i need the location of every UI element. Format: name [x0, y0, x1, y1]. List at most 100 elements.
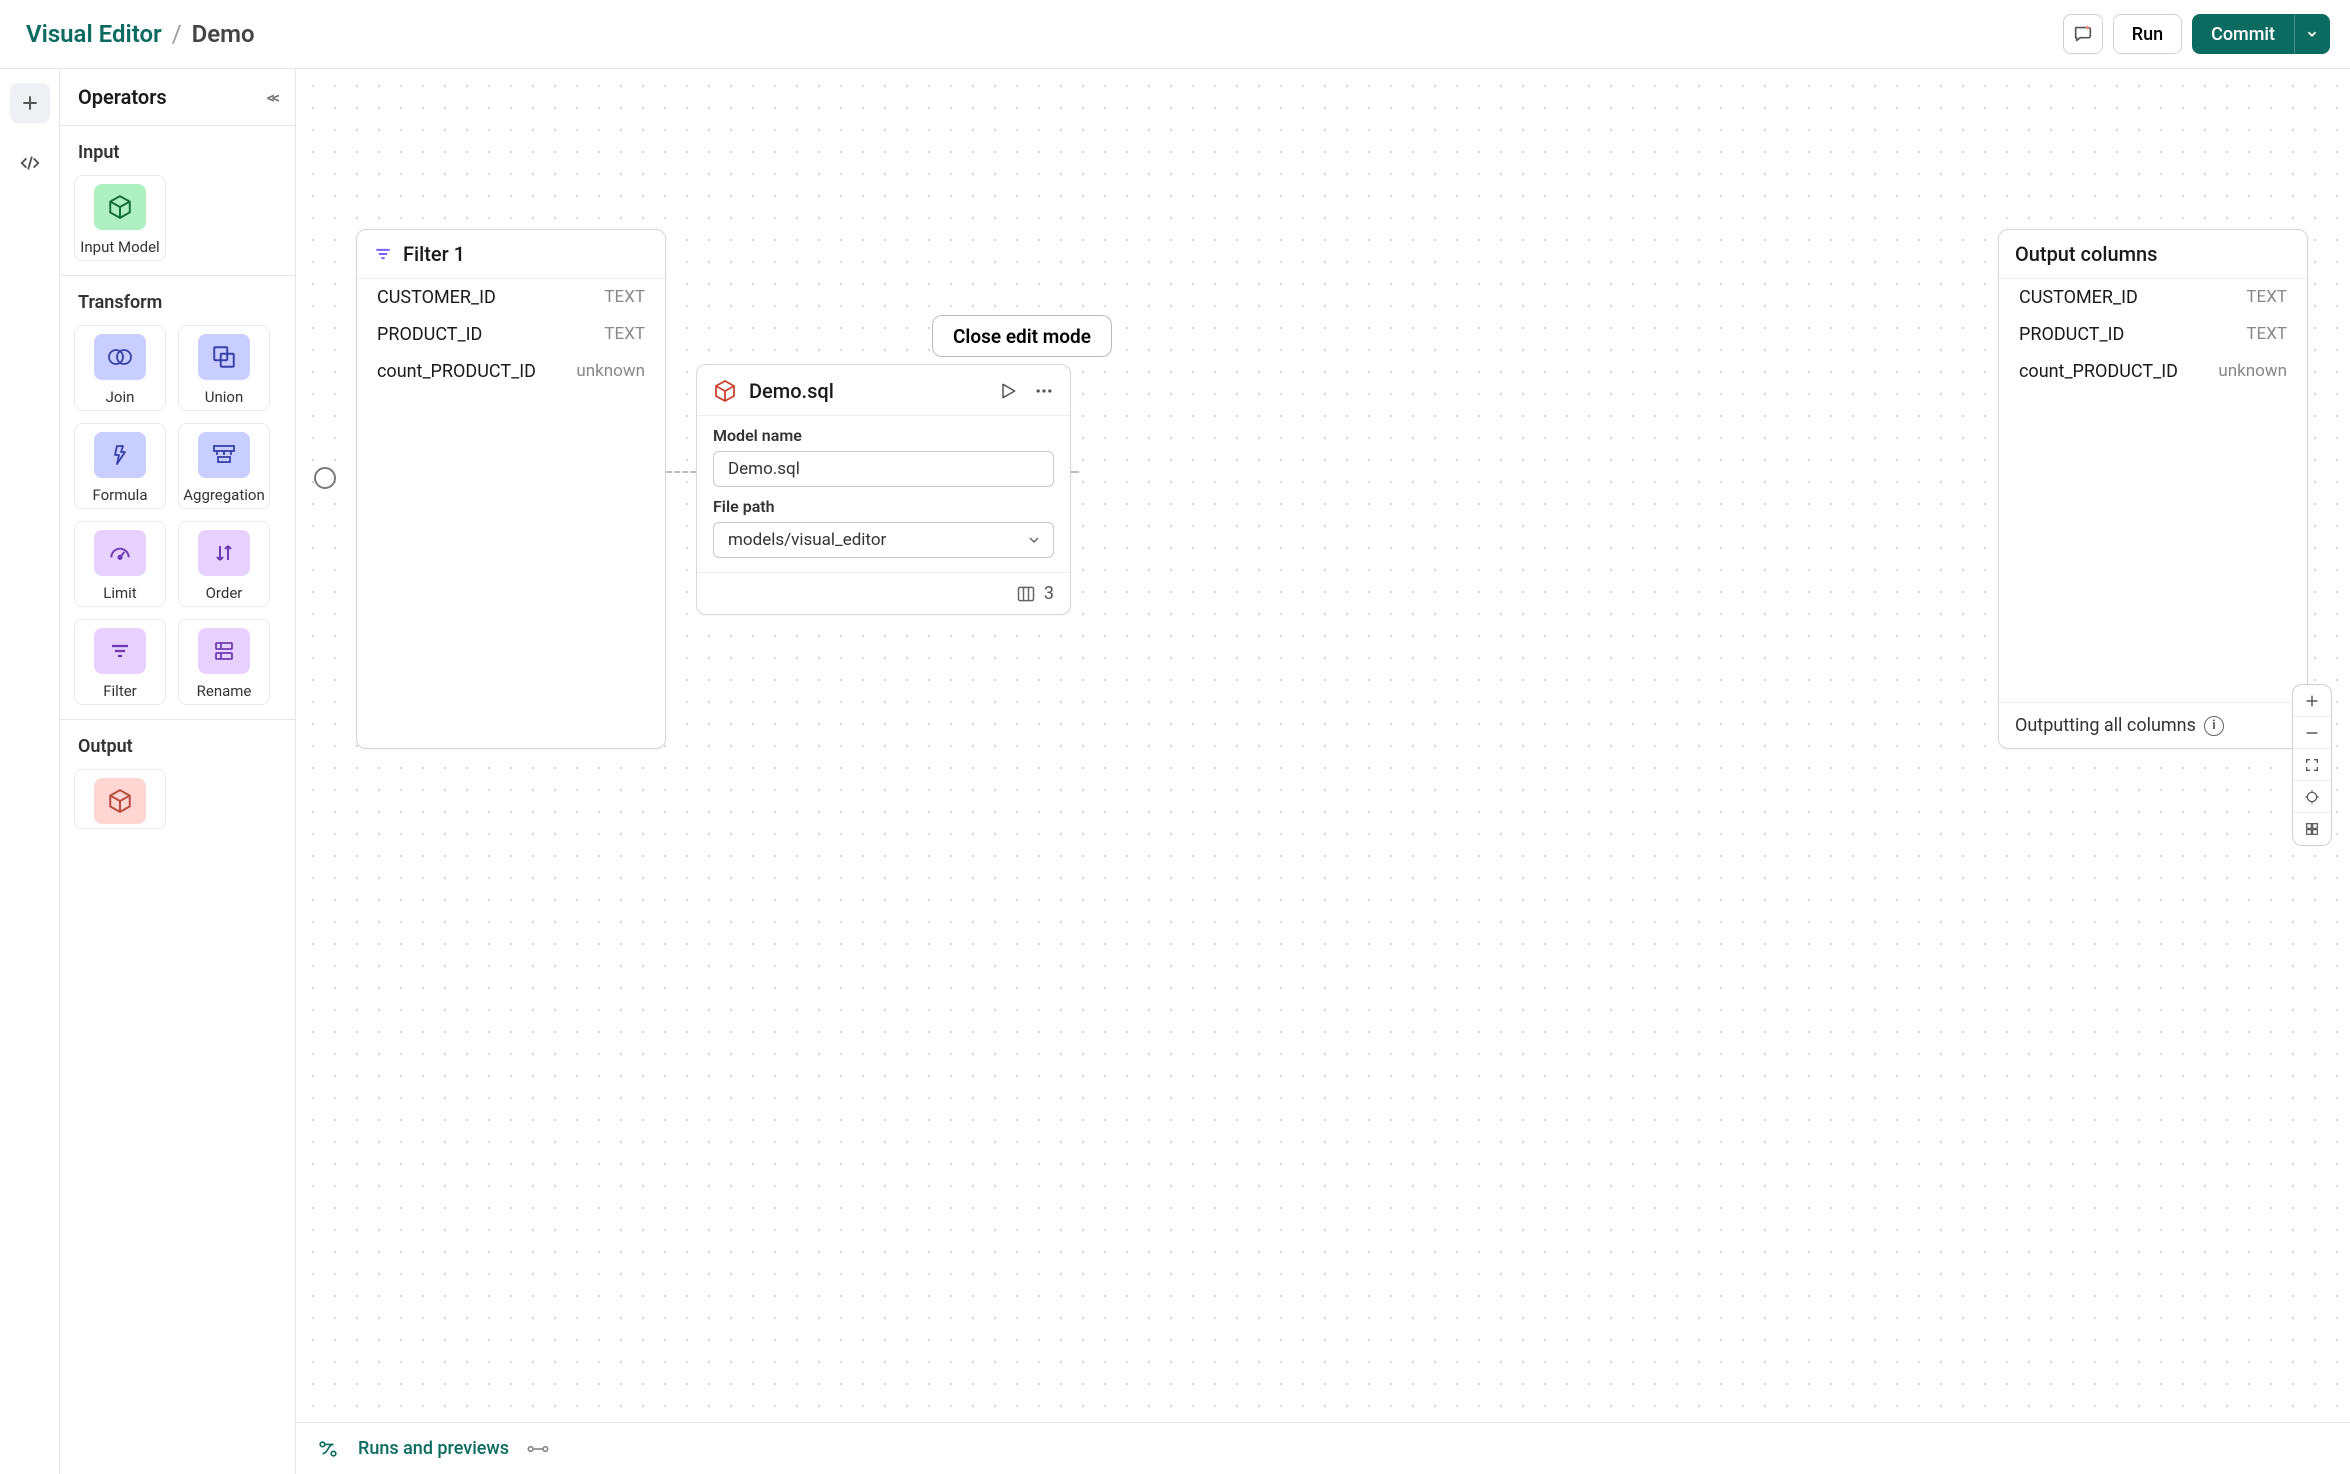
lineage-icon[interactable]: [527, 1441, 549, 1457]
operator-label: Order: [206, 584, 243, 602]
column-row: PRODUCT_IDTEXT: [1999, 316, 2307, 353]
runs-icon: [316, 1438, 340, 1460]
breadcrumb-separator: /: [172, 20, 182, 48]
column-row: PRODUCT_IDTEXT: [357, 316, 665, 353]
filter-list-icon: [94, 628, 146, 674]
operator-label: Input Model: [80, 238, 159, 256]
aggregation-icon: [198, 432, 250, 478]
commit-button-group: Commit: [2192, 14, 2330, 54]
runs-and-previews-tab[interactable]: Runs and previews: [358, 1438, 509, 1459]
rename-icon: [198, 628, 250, 674]
column-row: CUSTOMER_IDTEXT: [1999, 279, 2307, 316]
union-icon: [198, 334, 250, 380]
grid-button[interactable]: [2293, 813, 2331, 845]
breadcrumb: Visual Editor / Demo: [26, 20, 255, 48]
zoom-out-button[interactable]: [2293, 717, 2331, 749]
zoom-controls: [2292, 684, 2332, 846]
wire-right: [1071, 471, 1079, 473]
canvas[interactable]: Filter 1 CUSTOMER_IDTEXT PRODUCT_IDTEXT …: [296, 69, 2350, 1422]
section-transform-title: Transform: [60, 276, 295, 321]
sparkle-chat-icon: [2072, 23, 2094, 45]
operators-title: Operators: [78, 85, 167, 109]
formula-icon: [94, 432, 146, 478]
filter-node-title: Filter 1: [403, 242, 465, 266]
breadcrumb-root[interactable]: Visual Editor: [26, 20, 162, 48]
columns-icon: [1016, 584, 1036, 604]
minus-icon: [2304, 725, 2320, 741]
zoom-in-button[interactable]: [2293, 685, 2331, 717]
join-icon: [94, 334, 146, 380]
operator-label: Rename: [197, 682, 252, 700]
code-icon: [19, 152, 41, 174]
sql-node-title: Demo.sql: [749, 379, 834, 403]
commit-button[interactable]: Commit: [2192, 14, 2294, 54]
operator-output[interactable]: [74, 769, 166, 829]
limit-icon: [94, 530, 146, 576]
output-footer-text: Outputting all columns: [2015, 715, 2196, 736]
topbar-actions: Run Commit: [2063, 14, 2330, 54]
plus-icon: [2304, 693, 2320, 709]
model-name-label: Model name: [713, 426, 1054, 445]
canvas-wrap: Filter 1 CUSTOMER_IDTEXT PRODUCT_IDTEXT …: [296, 69, 2350, 1474]
close-edit-mode-button[interactable]: Close edit mode: [932, 315, 1112, 357]
sql-node[interactable]: Demo.sql Model name File path: [696, 364, 1071, 615]
run-button[interactable]: Run: [2113, 14, 2182, 54]
expand-icon: [2304, 757, 2320, 773]
column-row: count_PRODUCT_IDunknown: [1999, 353, 2307, 390]
output-node-title: Output columns: [2015, 242, 2157, 266]
topbar: Visual Editor / Demo Run Commit: [0, 0, 2350, 69]
rail-add-button[interactable]: [10, 83, 50, 123]
section-output-title: Output: [60, 720, 295, 765]
filter-icon: [373, 244, 393, 264]
operator-limit[interactable]: Limit: [74, 521, 166, 607]
operator-label: Formula: [92, 486, 147, 504]
operator-label: Union: [205, 388, 244, 406]
commit-dropdown-button[interactable]: [2294, 14, 2330, 54]
left-rail: [0, 69, 60, 1474]
grid-icon: [2304, 821, 2320, 837]
file-path-select[interactable]: [713, 522, 1054, 558]
operator-label: Aggregation: [183, 486, 265, 504]
cube-outline-icon: [713, 379, 737, 403]
operators-panel: Operators << Input Input Model Transform: [60, 69, 296, 1474]
order-icon: [198, 530, 250, 576]
output-node[interactable]: Output columns CUSTOMER_IDTEXT PRODUCT_I…: [1998, 229, 2308, 749]
model-name-input[interactable]: [713, 451, 1054, 487]
column-row: count_PRODUCT_IDunknown: [357, 353, 665, 390]
cube-icon: [94, 184, 146, 230]
chevron-down-icon: [1026, 532, 1042, 548]
close-edit-mode-wrap: Close edit mode: [932, 315, 1112, 357]
input-port[interactable]: [314, 467, 336, 489]
section-input-title: Input: [60, 126, 295, 171]
more-icon[interactable]: [1034, 381, 1054, 401]
play-icon[interactable]: [998, 381, 1018, 401]
rail-code-button[interactable]: [10, 143, 50, 183]
operator-label: Limit: [103, 584, 136, 602]
plus-icon: [20, 93, 40, 113]
operator-filter[interactable]: Filter: [74, 619, 166, 705]
operator-rename[interactable]: Rename: [178, 619, 270, 705]
center-button[interactable]: [2293, 781, 2331, 813]
target-icon: [2304, 789, 2320, 805]
fullscreen-button[interactable]: [2293, 749, 2331, 781]
collapse-panel-button[interactable]: <<: [267, 88, 277, 107]
ai-assist-button[interactable]: [2063, 14, 2103, 54]
operator-join[interactable]: Join: [74, 325, 166, 411]
breadcrumb-leaf[interactable]: Demo: [192, 20, 255, 48]
operator-order[interactable]: Order: [178, 521, 270, 607]
operator-input-model[interactable]: Input Model: [74, 175, 166, 261]
operator-label: Join: [106, 388, 135, 406]
cube-icon: [94, 778, 146, 824]
info-icon[interactable]: i: [2204, 716, 2224, 736]
wire-left: [666, 471, 696, 473]
bottombar: Runs and previews: [296, 1422, 2350, 1474]
operator-label: Filter: [103, 682, 137, 700]
file-path-label: File path: [713, 497, 1054, 516]
column-row: CUSTOMER_IDTEXT: [357, 279, 665, 316]
operator-union[interactable]: Union: [178, 325, 270, 411]
operator-formula[interactable]: Formula: [74, 423, 166, 509]
column-count: 3: [1044, 583, 1054, 604]
filter-node[interactable]: Filter 1 CUSTOMER_IDTEXT PRODUCT_IDTEXT …: [356, 229, 666, 749]
chevron-down-icon: [2305, 27, 2319, 41]
operator-aggregation[interactable]: Aggregation: [178, 423, 270, 509]
